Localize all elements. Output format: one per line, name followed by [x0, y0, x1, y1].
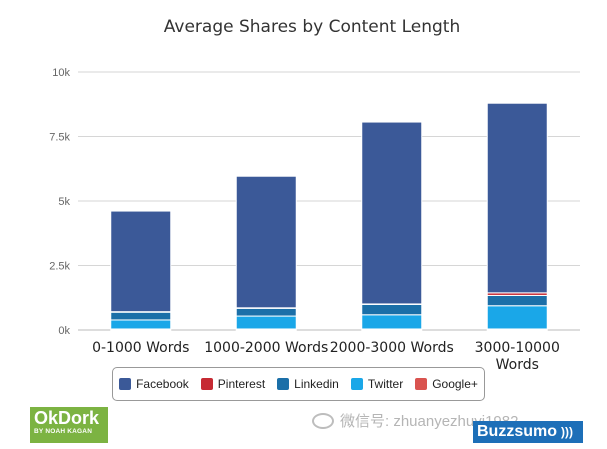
buzzsumo-logo: Buzzsumo ))): [473, 421, 583, 443]
y-tick-label: 10k: [52, 67, 70, 79]
signal-icon: ))): [561, 425, 573, 439]
x-tick-label: 3000-10000 Words: [475, 340, 560, 370]
bar-segment-facebook: [110, 210, 172, 313]
legend-label: Facebook: [136, 377, 189, 391]
bars: [110, 102, 548, 331]
x-tick-label: 2000-3000 Words: [330, 340, 454, 356]
bar-segment-twitter: [486, 305, 548, 330]
legend-swatch: [277, 378, 290, 390]
legend-label: Twitter: [367, 377, 404, 391]
x-axis-labels: 0-1000 Words 1000-2000 Words 2000-3000 Wor…: [92, 340, 560, 370]
legend-label: Google+: [432, 377, 478, 391]
bar-segment-linkedin: [110, 311, 172, 321]
legend-item-linkedin: Linkedin: [277, 377, 339, 391]
bar-segment-twitter: [235, 315, 297, 330]
bar-segment-facebook: [361, 121, 423, 305]
chart-legend: Facebook Pinterest Linkedin Twitter Google+: [112, 367, 485, 401]
y-tick-label: 5k: [58, 196, 70, 208]
bar-segment-linkedin: [486, 294, 548, 307]
bar-segment-twitter: [361, 314, 423, 330]
legend-item-google-: Google+: [415, 377, 478, 391]
legend-swatch: [350, 378, 363, 390]
legend-item-twitter: Twitter: [350, 377, 404, 391]
legend-label: Linkedin: [294, 377, 339, 391]
legend-item-facebook: Facebook: [119, 377, 189, 391]
legend-label: Pinterest: [217, 377, 266, 391]
y-tick-label: 2.5k: [49, 261, 70, 273]
legend-swatch: [119, 378, 132, 390]
y-tick-label: 7.5k: [49, 132, 70, 144]
y-axis-ticks: 0k 2.5k 5k 7.5k 10k: [49, 67, 70, 337]
y-tick-label: 0k: [58, 325, 70, 337]
legend-item-pinterest: Pinterest: [200, 377, 266, 391]
x-tick-label: 0-1000 Words: [92, 340, 189, 356]
x-tick-label: 1000-2000 Words: [204, 340, 328, 356]
bar-segment-linkedin: [361, 303, 423, 316]
bar-segment-facebook: [235, 175, 297, 309]
wechat-icon: [312, 412, 334, 429]
bar-segment-facebook: [486, 102, 548, 294]
stacked-bar-chart: Average Shares by Content Length 0k 2.5k 5…: [49, 17, 580, 370]
legend-swatch: [415, 378, 428, 390]
chart-title: Average Shares by Content Length: [164, 17, 460, 37]
bar-segment-linkedin: [235, 307, 297, 317]
bar-segment-twitter: [110, 319, 172, 330]
okdork-logo: OkDork BY NOAH KAGAN: [30, 407, 108, 443]
legend-swatch: [200, 378, 213, 390]
